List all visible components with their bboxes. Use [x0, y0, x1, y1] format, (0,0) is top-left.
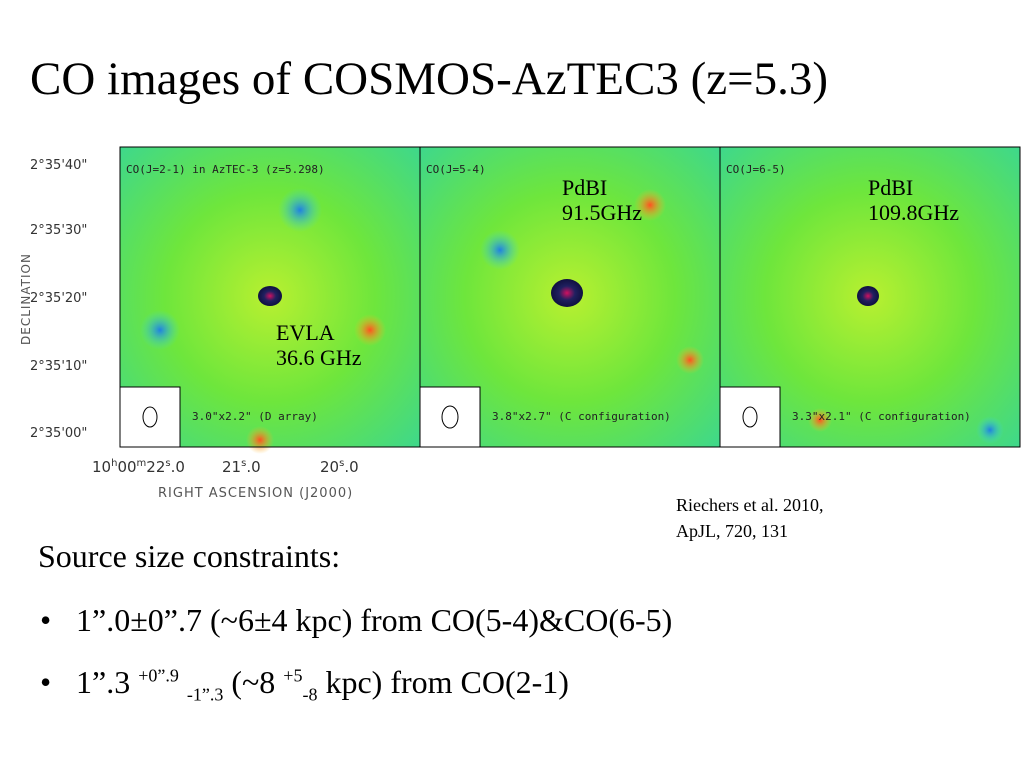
- text: PdBI: [562, 175, 608, 200]
- text: 91.5GHz: [562, 200, 643, 225]
- reference: Riechers et al. 2010, ApJL, 720, 131: [676, 492, 823, 544]
- panel-header: CO(J=2-1) in AzTEC-3 (z=5.298): [126, 163, 325, 176]
- x-tick-label: 10h00m22s.0: [92, 458, 185, 476]
- y-tick-label: 2°35'40": [30, 158, 88, 173]
- panel-header: CO(J=5-4): [426, 163, 486, 176]
- text: 1”.3: [76, 664, 131, 700]
- text: +5: [283, 665, 303, 686]
- text: (~8: [231, 664, 276, 700]
- text: s: [165, 458, 171, 469]
- x-axis-title: RIGHT ASCENSION (J2000): [158, 486, 354, 501]
- panel-beam: 3.0"x2.2" (D array): [192, 410, 318, 423]
- text: 109.8GHz: [868, 200, 960, 225]
- text: 00: [117, 458, 137, 476]
- text: Riechers et al. 2010,: [676, 495, 824, 515]
- text: 1”.0±0”.7 (~6±4 kpc) from CO(5-4)&CO(6-5…: [76, 602, 673, 638]
- text: +0”.9: [138, 665, 179, 686]
- text: .0: [246, 458, 261, 476]
- text: -1”.3: [186, 684, 224, 705]
- text: ApJL, 720, 131: [676, 521, 788, 541]
- y-tick-label: 2°35'00": [30, 426, 88, 441]
- annotation: EVLA 36.6 GHz: [276, 320, 362, 370]
- panel-beam: 3.3"x2.1" (C configuration): [792, 410, 971, 423]
- x-tick-label: 21s.0: [222, 458, 261, 476]
- y-tick-label: 2°35'30": [30, 223, 88, 238]
- body-heading: Source size constraints:: [38, 538, 341, 574]
- text: s: [241, 458, 247, 469]
- text: 36.6 GHz: [276, 345, 362, 370]
- text: PdBI: [868, 175, 914, 200]
- slide-title: CO images of COSMOS-AzTEC3 (z=5.3): [30, 53, 829, 105]
- annotation: PdBI 109.8GHz: [868, 175, 959, 225]
- text: kpc) from CO(2-1): [325, 664, 569, 700]
- text: h: [111, 458, 118, 469]
- panel-header: CO(J=6-5): [726, 163, 786, 176]
- y-tick-label: 2°35'10": [30, 359, 88, 374]
- text: 22: [146, 458, 166, 476]
- text: 10: [92, 458, 112, 476]
- text: s: [339, 458, 345, 469]
- text: .0: [344, 458, 359, 476]
- text: .0: [170, 458, 185, 476]
- text: •: [40, 664, 52, 700]
- text: EVLA: [276, 320, 335, 345]
- panel-beam: 3.8"x2.7" (C configuration): [492, 410, 671, 423]
- x-tick-label: 20s.0: [320, 458, 359, 476]
- text: 20: [320, 458, 340, 476]
- figure: [119, 146, 1021, 454]
- bullet: • 1”.3 +0”.9 -1”.3 (~8 +5-8 kpc) from CO(…: [40, 664, 569, 705]
- y-axis-title: DECLINATION: [18, 253, 33, 345]
- panel-3: [719, 147, 1020, 448]
- y-tick-label: 2°35'20": [30, 291, 88, 306]
- text: •: [40, 602, 52, 638]
- annotation: PdBI 91.5GHz: [562, 175, 642, 225]
- text: 21: [222, 458, 242, 476]
- text: -8: [302, 684, 318, 705]
- panel-1: [119, 147, 420, 454]
- text: m: [136, 458, 147, 469]
- bullet: • 1”.0±0”.7 (~6±4 kpc) from CO(5-4)&CO(6-…: [40, 602, 672, 639]
